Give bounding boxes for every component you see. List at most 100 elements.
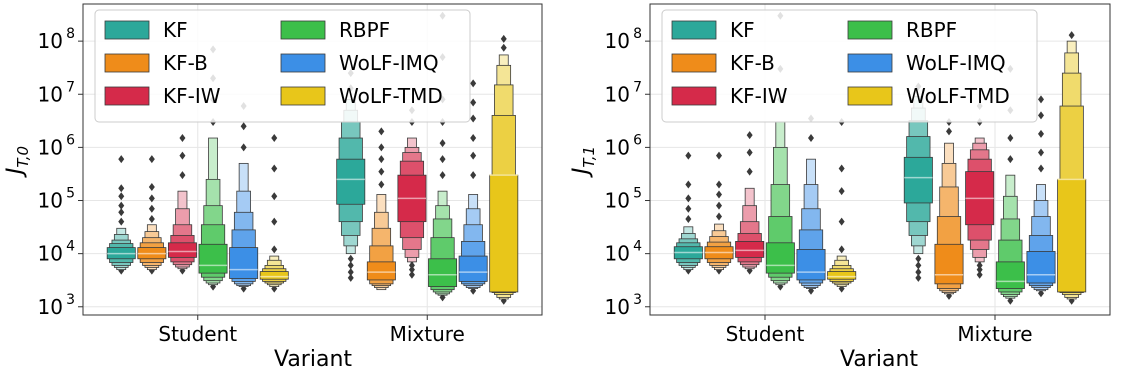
outlier-point (500, 43, 507, 52)
outlier-point (500, 34, 507, 43)
boxen-level (796, 249, 826, 281)
x-tick-label: Mixture (957, 322, 1032, 346)
outlier-point (1007, 296, 1014, 305)
outlier-point (118, 208, 125, 217)
outlier-point (915, 254, 922, 263)
outlier-point (347, 261, 354, 270)
outlier-point (118, 155, 125, 164)
x-tick-label: Student (158, 322, 237, 346)
legend-swatch (280, 20, 326, 40)
outlier-point (1038, 111, 1044, 120)
legend-label: RBPF (339, 18, 390, 42)
outlier-point (179, 151, 186, 160)
series-kf-iw (735, 102, 995, 279)
outlier-point (378, 167, 385, 176)
outlier-point (716, 180, 722, 189)
outlier-point (838, 164, 845, 173)
y-tick-label: 10 (38, 29, 63, 53)
boxen-level (167, 242, 197, 258)
outlier-point (1038, 129, 1044, 138)
legend-swatch (671, 20, 717, 40)
outlier-point (470, 114, 477, 123)
series-wolf-tmd (259, 34, 519, 305)
outlier-point (347, 268, 354, 277)
y-tick-label: 10 (605, 29, 630, 53)
outlier-point (148, 155, 155, 164)
y-tick-label: 10 (38, 189, 63, 213)
outlier-point (976, 265, 983, 274)
outlier-point (271, 192, 278, 201)
y-tick-exponent: 8 (633, 26, 642, 42)
boxen-level (428, 258, 458, 287)
legend-swatch (847, 53, 893, 73)
legend-swatch (847, 86, 893, 106)
outlier-point (746, 148, 753, 157)
y-tick-label: 10 (605, 295, 630, 319)
outlier-point (470, 79, 477, 88)
boxen-level (336, 158, 366, 205)
outlier-point (118, 192, 125, 201)
outlier-point (378, 155, 385, 164)
outlier-point (838, 187, 845, 196)
y-axis-label: JT,0 (3, 146, 32, 178)
outlier-point (271, 164, 278, 173)
x-tick-label: Mixture (390, 322, 465, 346)
boxen-level (903, 156, 933, 204)
y-tick-exponent: 6 (633, 132, 642, 148)
outlier-point (716, 190, 722, 199)
x-axis-label: Variant (840, 347, 918, 372)
legend-swatch (671, 86, 717, 106)
outlier-point (746, 131, 753, 140)
outlier-point (271, 217, 278, 226)
outlier-point (685, 151, 692, 160)
x-axis-label: Variant (274, 347, 352, 372)
series-kf-b (704, 118, 964, 300)
outlier-point (240, 143, 247, 152)
outlier-point (716, 151, 722, 160)
legend-swatch (671, 53, 717, 73)
outlier-point (408, 261, 415, 270)
legend-swatch (280, 53, 326, 73)
legend-label: WoLF-IMQ (906, 51, 1006, 75)
legend-label: KF (163, 18, 188, 42)
boxen-level (366, 261, 396, 281)
legend-label: WoLF-IMQ (339, 51, 439, 75)
y-tick-label: 10 (38, 242, 63, 266)
outlier-point (1038, 148, 1044, 157)
outlier-point (378, 143, 385, 152)
boxen-level (229, 247, 259, 279)
y-tick-exponent: 5 (633, 186, 642, 202)
outlier-point (271, 134, 278, 143)
outlier-point (915, 268, 922, 277)
outlier-point (148, 182, 155, 191)
y-tick-label: 10 (38, 135, 63, 159)
outlier-point (976, 270, 983, 279)
outlier-point (1068, 31, 1075, 40)
boxen-level (1057, 178, 1087, 293)
series-rbpf (765, 11, 1025, 305)
outlier-point (470, 134, 477, 143)
boxen-level (198, 243, 228, 274)
legend-label: KF (730, 18, 755, 42)
outlier-point (1038, 95, 1044, 104)
outlier-point (347, 273, 354, 282)
outlier-point (470, 98, 477, 107)
outlier-point (179, 134, 186, 143)
boxen-level (934, 243, 964, 285)
legend-swatch (104, 53, 150, 73)
outlier-point (148, 194, 155, 203)
outlier-point (408, 265, 415, 274)
legend-label: RBPF (906, 18, 957, 42)
series-kf (106, 69, 366, 282)
outlier-point (439, 139, 446, 148)
outlier-point (378, 127, 385, 136)
outlier-point (746, 167, 753, 176)
legend-swatch (280, 86, 326, 106)
legend-swatch (104, 86, 150, 106)
outlier-point (470, 171, 477, 180)
legend-label: KF-B (163, 51, 208, 75)
y-tick-label: 10 (38, 82, 63, 106)
y-tick-label: 10 (605, 135, 630, 159)
